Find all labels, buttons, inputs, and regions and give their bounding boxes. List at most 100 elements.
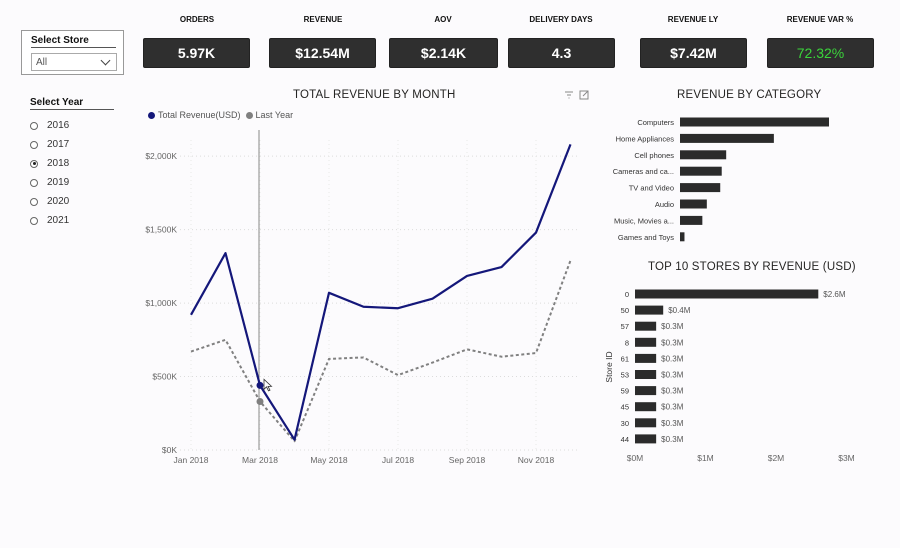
radio-button[interactable] <box>30 178 38 187</box>
stores-bar-chart[interactable]: Store ID 0 $2.6M 50 $0.4M 57 $0.3M 8 $0.3M 61 $0.3… <box>598 282 880 468</box>
store-slicer: Select Store All <box>21 30 124 75</box>
store-value-label: $0.3M <box>661 354 684 363</box>
store-id-label: 57 <box>621 322 629 331</box>
line-chart-title: TOTAL REVENUE BY MONTH <box>293 89 456 101</box>
store-value-label: $0.3M <box>661 338 684 347</box>
legend-dot-icon <box>148 111 155 119</box>
store-bar <box>635 386 657 396</box>
highlight-point <box>256 381 264 389</box>
x-tick-label: $0M <box>627 453 644 463</box>
store-value-label: $0.4M <box>668 306 691 315</box>
cursor-icon <box>263 378 273 392</box>
x-tick-label: May 2018 <box>310 455 348 465</box>
x-tick-label: Mar 2018 <box>242 455 278 465</box>
y-tick-label: $1,500K <box>145 225 177 235</box>
x-tick-label: Jul 2018 <box>382 455 414 465</box>
year-option-2017[interactable]: 2017 <box>30 135 120 154</box>
store-bar <box>635 353 657 363</box>
store-id-label: 53 <box>621 371 629 380</box>
kpi-card-revenue-ly[interactable]: $7.42M <box>640 38 747 68</box>
year-slicer-title: Select Year <box>30 97 114 110</box>
store-slicer-title: Select Store <box>31 35 89 46</box>
store-bar <box>635 418 657 428</box>
kpi-label-orders: ORDERS <box>179 15 215 24</box>
store-id-label: 44 <box>621 435 629 444</box>
category-bar <box>680 232 685 242</box>
kpi-card-delivery-days[interactable]: 4.3 <box>508 38 615 68</box>
year-option-2016[interactable]: 2016 <box>30 116 120 135</box>
focus-mode-icon[interactable] <box>579 90 589 100</box>
x-tick-label: $3M <box>838 453 855 463</box>
cursor-arrow <box>263 378 273 392</box>
y-tick-label: $2,000K <box>145 151 177 161</box>
year-option-label: 2019 <box>47 177 70 188</box>
highlight-point <box>256 398 264 406</box>
category-label: Computers <box>637 118 674 127</box>
legend-item-last-year[interactable]: Last Year <box>245 110 293 120</box>
y-axis-title: Store ID <box>604 351 614 382</box>
kpi-card-aov[interactable]: $2.14K <box>389 38 498 68</box>
year-option-2019[interactable]: 2019 <box>30 173 120 192</box>
year-option-2021[interactable]: 2021 <box>30 211 120 230</box>
category-label: Home Appliances <box>616 134 675 143</box>
category-label: Cell phones <box>634 151 674 160</box>
revenue-line-chart[interactable]: $0K $500K $1,000K $1,500K $2,000K Jan 2018 Mar… <box>130 125 590 470</box>
store-bar <box>635 370 657 379</box>
store-value-label: $0.3M <box>661 387 684 396</box>
kpi-label-delivery-days: DELIVERY DAYS <box>529 15 593 24</box>
radio-button[interactable] <box>30 140 38 149</box>
divider <box>31 47 116 48</box>
kpi-card-revenue-var[interactable]: 72.32% <box>767 38 874 68</box>
kpi-label-aov: AOV <box>434 15 452 24</box>
store-value-label: $0.3M <box>661 403 684 412</box>
year-option-label: 2016 <box>47 120 70 131</box>
category-chart-title: REVENUE BY CATEGORY <box>677 89 822 101</box>
year-option-label: 2021 <box>47 215 70 226</box>
category-bar <box>680 150 727 160</box>
category-bar-chart[interactable]: Computers Home Appliances Cell phones Camer… <box>596 112 846 247</box>
category-label: TV and Video <box>629 184 674 193</box>
radio-button[interactable] <box>30 197 38 206</box>
store-value-label: $0.3M <box>661 419 684 428</box>
kpi-label-revenue-var: REVENUE VAR % <box>786 15 854 24</box>
store-bar <box>635 337 657 347</box>
category-bar <box>680 117 829 127</box>
store-dropdown[interactable]: All <box>31 53 117 71</box>
x-tick-label: Jan 2018 <box>174 455 209 465</box>
store-id-label: 61 <box>621 354 629 363</box>
store-dropdown-value: All <box>36 56 48 68</box>
category-bar <box>680 215 703 225</box>
store-bar <box>635 321 657 331</box>
legend-dot-icon <box>245 111 253 119</box>
store-id-label: 59 <box>621 387 629 396</box>
kpi-card-orders[interactable]: 5.97K <box>143 38 250 68</box>
year-option-2020[interactable]: 2020 <box>30 192 120 211</box>
x-tick-label: Sep 2018 <box>449 455 486 465</box>
series-line-last-year <box>190 260 572 443</box>
store-id-label: 0 <box>625 290 629 299</box>
radio-button[interactable] <box>30 216 38 225</box>
year-option-2018[interactable]: 2018 <box>30 154 120 173</box>
category-bar <box>680 183 721 193</box>
year-option-label: 2018 <box>47 158 70 169</box>
filter-icon[interactable] <box>565 91 573 99</box>
category-bar <box>680 199 707 209</box>
y-tick-label: $500K <box>152 372 177 382</box>
category-label: Games and Toys <box>618 233 674 242</box>
radio-button[interactable] <box>30 121 38 130</box>
visual-header-icons <box>565 90 589 100</box>
store-bar <box>635 305 664 315</box>
radio-button-selected[interactable] <box>30 159 38 168</box>
store-id-label: 8 <box>625 338 629 347</box>
year-option-label: 2017 <box>47 139 70 150</box>
store-bar <box>635 289 819 299</box>
kpi-label-revenue: REVENUE <box>303 15 343 24</box>
legend-item-revenue[interactable]: Total Revenue(USD) <box>148 110 241 120</box>
series-line-revenue <box>190 144 572 441</box>
store-value-label: $0.3M <box>661 322 684 331</box>
store-id-label: 45 <box>621 403 629 412</box>
store-id-label: 50 <box>621 306 629 315</box>
category-bar <box>680 166 722 176</box>
kpi-card-revenue[interactable]: $12.54M <box>269 38 376 68</box>
